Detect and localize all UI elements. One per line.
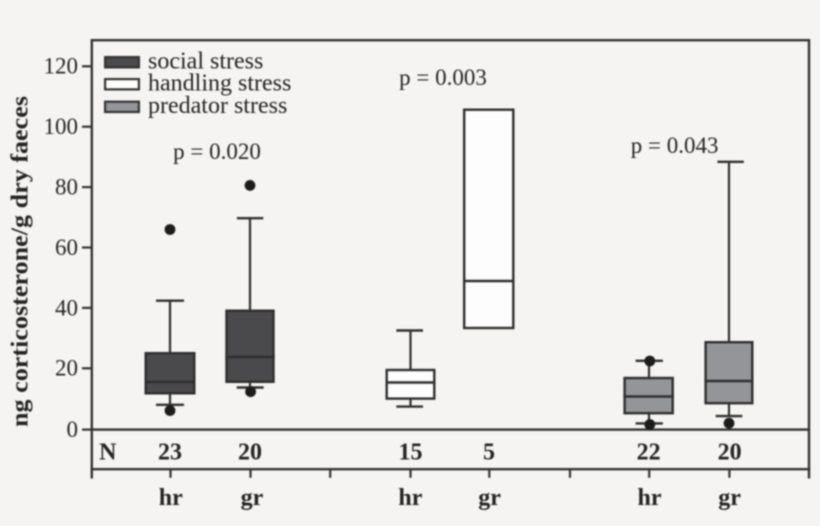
- svg-text:120: 120: [44, 54, 79, 79]
- svg-text:ng corticosterone/g dry faeces: ng corticosterone/g dry faeces: [8, 96, 34, 427]
- svg-text:p = 0.020: p = 0.020: [173, 139, 261, 164]
- svg-text:handling stress: handling stress: [148, 71, 291, 97]
- svg-text:gr: gr: [478, 485, 501, 511]
- svg-text:p = 0.043: p = 0.043: [631, 133, 719, 158]
- svg-text:5: 5: [483, 440, 495, 466]
- svg-text:hr: hr: [159, 485, 183, 511]
- svg-text:predator stress: predator stress: [148, 93, 287, 119]
- svg-text:20: 20: [238, 440, 262, 466]
- svg-text:gr: gr: [241, 485, 264, 511]
- svg-text:N: N: [99, 440, 117, 466]
- svg-text:20: 20: [718, 440, 742, 466]
- svg-text:80: 80: [55, 175, 78, 200]
- svg-text:100: 100: [44, 114, 79, 139]
- svg-text:social stress: social stress: [148, 48, 263, 74]
- svg-text:hr: hr: [638, 485, 662, 511]
- svg-text:gr: gr: [718, 485, 741, 511]
- svg-text:15: 15: [399, 440, 423, 466]
- svg-text:0: 0: [67, 417, 79, 442]
- svg-text:20: 20: [55, 356, 78, 381]
- svg-text:hr: hr: [398, 485, 422, 511]
- svg-text:60: 60: [55, 235, 78, 260]
- svg-text:22: 22: [637, 440, 661, 466]
- svg-text:p = 0.003: p = 0.003: [399, 65, 487, 90]
- svg-text:40: 40: [55, 295, 78, 320]
- svg-text:23: 23: [158, 440, 182, 466]
